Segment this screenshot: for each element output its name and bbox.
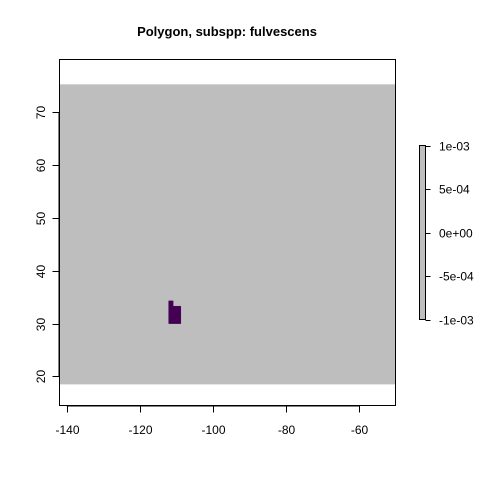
y-tick-label: 50 xyxy=(34,212,48,226)
raster-extent xyxy=(59,84,396,385)
legend-tick-label: 0e+00 xyxy=(439,227,473,241)
plot-layer xyxy=(59,84,396,385)
y-tick-label: 70 xyxy=(34,106,48,120)
chart-title: Polygon, subspp: fulvescens xyxy=(137,24,317,39)
y-tick-label: 20 xyxy=(34,370,48,384)
y-tick-label: 60 xyxy=(34,159,48,173)
legend-tick-label: 1e-03 xyxy=(439,140,470,154)
x-tick-label: -80 xyxy=(278,423,296,437)
x-axis: -140 -120 -100 -80 -60 xyxy=(55,405,369,437)
y-tick-label: 30 xyxy=(34,318,48,332)
legend-tick-label: -5e-04 xyxy=(439,270,474,284)
x-tick-label: -100 xyxy=(201,423,225,437)
x-tick-label: -140 xyxy=(55,423,79,437)
range-polygon xyxy=(168,300,182,324)
x-tick-label: -120 xyxy=(128,423,152,437)
color-legend: 1e-03 5e-04 0e+00 -5e-04 -1e-03 xyxy=(419,140,474,328)
legend-tick-label: -1e-03 xyxy=(439,314,474,328)
legend-colorbar xyxy=(419,145,426,320)
legend-tick-label: 5e-04 xyxy=(439,183,470,197)
y-tick-label: 40 xyxy=(34,265,48,279)
y-axis: 20 30 40 50 60 70 xyxy=(34,106,60,384)
x-tick-label: -60 xyxy=(351,423,369,437)
